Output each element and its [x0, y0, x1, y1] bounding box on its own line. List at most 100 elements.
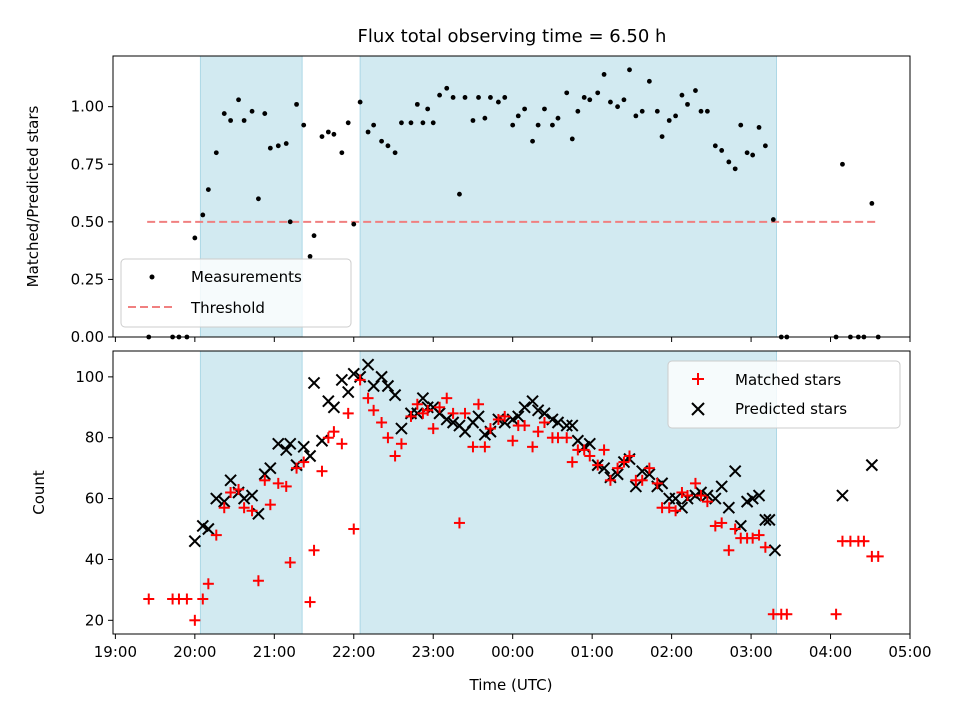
predicted-point	[341, 385, 355, 399]
matched-point	[473, 398, 485, 410]
predicted-point-stroke	[571, 434, 585, 447]
matched-point	[280, 480, 292, 492]
matched-point	[189, 614, 201, 626]
matched-point	[507, 435, 519, 447]
measurement-point	[608, 99, 613, 105]
matched-point	[405, 410, 417, 422]
matched-point	[604, 474, 616, 486]
measurement-point	[569, 136, 575, 142]
matched-point	[527, 441, 539, 453]
measurement-point	[331, 131, 337, 137]
matched-point	[272, 477, 284, 489]
measurement-point	[311, 233, 317, 239]
predicted-point-stroke	[196, 519, 209, 533]
predicted-point-stroke	[768, 544, 782, 557]
top-legend-frame	[120, 258, 352, 328]
matched-point	[682, 490, 694, 502]
predicted-point-stroke	[361, 358, 375, 371]
measurement-point	[581, 95, 587, 100]
measurement-point	[495, 99, 501, 105]
matched-point	[218, 502, 230, 514]
predicted-point-stroke	[865, 458, 879, 472]
predicted-point-stroke	[611, 468, 624, 481]
predicted-point	[752, 489, 766, 502]
matched-point	[328, 426, 340, 438]
predicted-point-stroke	[472, 410, 485, 423]
matched-point	[538, 417, 550, 429]
predicted-point-stroke	[341, 385, 355, 399]
predicted-point	[446, 416, 460, 429]
predicted-point-stroke	[836, 489, 849, 502]
bottom-x-ticks: 19:00 20:00 21:00 22:00 23:00 00:00 01:00 02:00…	[94, 634, 932, 661]
matched-point	[701, 496, 713, 508]
matched-point	[709, 520, 721, 532]
measurement-point	[420, 120, 426, 126]
matched-point	[872, 550, 884, 562]
measurement-point	[262, 111, 268, 116]
predicted-point	[297, 440, 310, 454]
y-tick-label: 40	[85, 550, 104, 568]
predicted-point-stroke	[440, 413, 453, 426]
predicted-point	[566, 419, 579, 432]
legend-marker-predicted	[691, 402, 705, 416]
measurement-point	[482, 115, 488, 121]
predicted-point-stroke	[210, 492, 223, 505]
matched-point	[689, 477, 701, 489]
matched-point	[636, 474, 648, 486]
measurement-point	[550, 122, 555, 128]
matched-point	[479, 441, 491, 453]
predicted-point	[531, 404, 545, 417]
measurement-point	[287, 219, 293, 225]
measurement-point	[450, 95, 456, 100]
y-tick-label: 100	[75, 368, 104, 386]
y-tick-label: 0.25	[71, 270, 104, 288]
matched-point	[291, 462, 303, 474]
top-panel-measurements: 0.00 0.25 0.50 0.75 1.00 Matched/Predicted s…	[24, 55, 911, 346]
measurement-point	[249, 108, 255, 114]
predicted-point	[283, 437, 297, 451]
matched-stars-series	[143, 374, 884, 626]
measurement-point	[555, 115, 561, 121]
measurement-point	[275, 143, 281, 149]
x-tick-label: 04:00	[809, 643, 852, 661]
matched-point	[202, 578, 214, 590]
matched-point	[422, 404, 434, 416]
predicted-point	[629, 480, 643, 493]
matched-point	[382, 432, 394, 444]
predicted-point	[768, 544, 782, 557]
bottom-y-axis-label: Count	[30, 470, 48, 515]
top-legend: Measurements Threshold	[120, 258, 352, 328]
measurement-point	[698, 108, 704, 114]
x-tick-label: 01:00	[571, 643, 614, 661]
measurement-point	[738, 122, 744, 128]
predicted-point	[395, 422, 408, 435]
measurement-point	[587, 97, 593, 103]
legend-label-predicted: Predicted stars	[735, 400, 847, 418]
measurement-point	[673, 113, 678, 119]
predicted-point-stroke	[643, 468, 656, 481]
measurement-point	[654, 108, 660, 114]
matched-point	[753, 529, 765, 541]
measurement-point	[621, 97, 627, 103]
bottom-panel-counts: 20 40 60 80 100 19:00 20:00 21:00 22:00 23:00 00:…	[30, 350, 932, 694]
predicted-point	[347, 367, 360, 381]
measurement-point	[408, 120, 414, 126]
measurement-point	[236, 97, 241, 103]
matched-point	[342, 407, 354, 419]
predicted-point-stroke	[245, 489, 259, 502]
measurement-point	[205, 187, 211, 192]
bottom-legend: Matched stars Predicted stars	[667, 360, 901, 429]
x-tick-label: 02:00	[650, 643, 693, 661]
matched-point	[663, 502, 675, 514]
top-shaded-intervals	[199, 55, 778, 338]
top-plot-frame	[112, 55, 911, 338]
matched-point	[747, 532, 759, 544]
measurement-point	[319, 134, 325, 140]
matched-point	[308, 544, 320, 556]
measurement-point	[659, 134, 665, 140]
measurement-point	[542, 106, 547, 112]
predicted-point-stroke	[531, 404, 545, 417]
matched-point	[858, 535, 870, 547]
predicted-point	[327, 401, 341, 414]
x-tick-label: 00:00	[491, 643, 534, 661]
